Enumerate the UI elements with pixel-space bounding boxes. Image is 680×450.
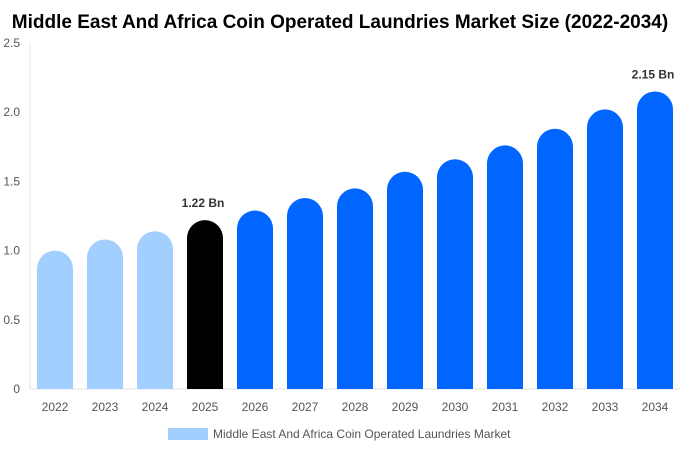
legend-label: Middle East And Africa Coin Operated Lau… [213,427,511,441]
data-labels: 1.22 Bn 2.15 Bn [182,67,675,210]
y-tick-label: 0.5 [3,313,20,327]
data-label: 2.15 Bn [632,67,675,81]
bar-2028[interactable] [337,188,373,389]
bar-2022[interactable] [37,250,73,389]
x-tick-label: 2029 [392,400,419,414]
x-axis: 2022 2023 2024 2025 2026 2027 2028 2029 2030 2031… [42,400,669,414]
bar-2031[interactable] [487,145,523,389]
y-axis: 0 0.5 1.0 1.5 2.0 2.5 [3,36,20,396]
y-tick-label: 1.0 [3,244,20,258]
x-tick-label: 2028 [342,400,369,414]
bar-2032[interactable] [537,128,573,390]
bar-2024[interactable] [137,231,173,389]
bars [37,91,673,390]
legend-swatch [168,428,208,440]
y-tick-label: 1.5 [3,174,20,188]
bar-2025[interactable] [187,220,223,389]
bar-2029[interactable] [387,171,423,389]
x-tick-label: 2032 [542,400,569,414]
bar-2030[interactable] [437,159,473,389]
x-tick-label: 2027 [292,400,319,414]
x-tick-label: 2030 [442,400,469,414]
x-tick-label: 2031 [492,400,519,414]
legend[interactable]: Middle East And Africa Coin Operated Lau… [168,427,511,441]
x-tick-label: 2023 [92,400,119,414]
chart-title: Middle East And Africa Coin Operated Lau… [12,12,668,33]
y-tick-label: 2.5 [3,36,20,50]
bar-2023[interactable] [87,239,123,389]
x-tick-label: 2033 [592,400,619,414]
bar-2026[interactable] [237,210,273,389]
y-tick-label: 2.0 [3,105,20,119]
data-label: 1.22 Bn [182,196,225,210]
bar-2033[interactable] [587,109,623,389]
bar-2027[interactable] [287,198,323,389]
x-tick-label: 2034 [642,400,669,414]
x-tick-label: 2022 [42,400,69,414]
bar-2034[interactable] [637,91,673,390]
y-tick-label: 0 [13,382,20,396]
x-tick-label: 2024 [142,400,169,414]
x-tick-label: 2026 [242,400,269,414]
x-tick-label: 2025 [192,400,219,414]
